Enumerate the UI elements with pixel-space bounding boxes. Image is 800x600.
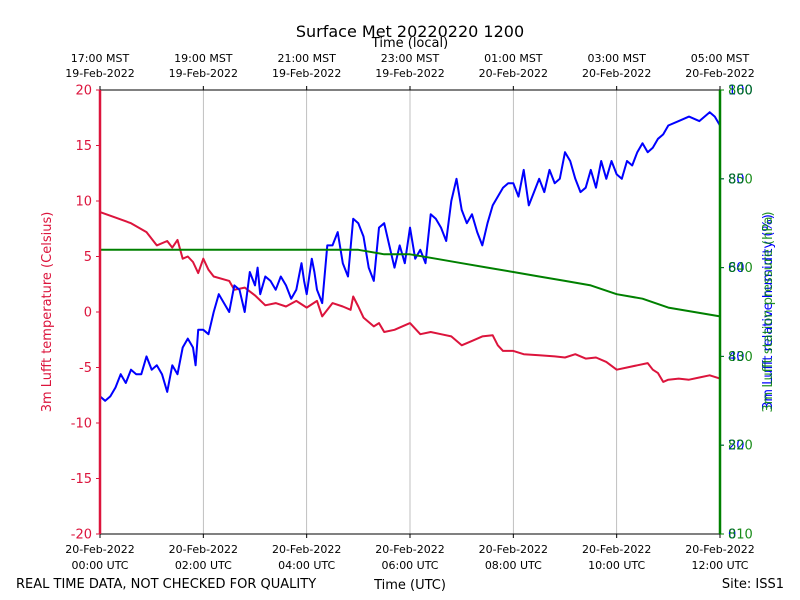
x-tick-label-time: 08:00 UTC <box>485 559 542 572</box>
x-tick-label-time: 12:00 UTC <box>691 559 748 572</box>
pressure-tick-label: 810 <box>728 528 753 543</box>
x-tick-label-time: 04:00 UTC <box>278 559 335 572</box>
top-x-tick-label-time: 03:00 MST <box>587 52 646 65</box>
humidity-tick-label: 60 <box>728 261 745 276</box>
humidity-tick-label: 80 <box>728 172 745 187</box>
top-x-tick-label-time: 01:00 MST <box>484 52 543 65</box>
x-tick-label-date: 20-Feb-2022 <box>375 543 444 556</box>
series-line-3m-lufft-station-pressure <box>100 248 721 318</box>
x-tick-label-time: 06:00 UTC <box>381 559 438 572</box>
chart-title: Surface Met 20220220 1200 <box>296 22 524 41</box>
x-tick-label-date: 20-Feb-2022 <box>685 543 754 556</box>
x-tick-label-time: 00:00 UTC <box>71 559 128 572</box>
quality-disclaimer: REAL TIME DATA, NOT CHECKED FOR QUALITY <box>16 577 316 592</box>
left-y-tick-label: -5 <box>79 361 92 376</box>
top-x-tick-label-time: 17:00 MST <box>71 52 130 65</box>
humidity-tick-label: 40 <box>728 350 745 365</box>
left-y-axis-label: 3m Lufft temperature (Celsius) <box>40 212 55 413</box>
left-y-tick-label: 15 <box>75 139 92 154</box>
humidity-tick-label: 20 <box>728 439 745 454</box>
x-tick-label-date: 20-Feb-2022 <box>65 543 134 556</box>
pressure-tick-label: 860 <box>728 84 753 99</box>
pressure-tick-label: 830 <box>728 350 753 365</box>
right-y-axis-label-humidity: 3m Lufft relative humidity (%) <box>761 214 776 410</box>
left-y-tick-label: 10 <box>75 195 92 210</box>
top-x-tick-label-date: 20-Feb-2022 <box>479 67 548 80</box>
left-y-tick-label: 20 <box>75 84 92 99</box>
series-layer <box>99 111 721 402</box>
site-label: Site: ISS1 <box>722 577 784 592</box>
x-tick-label-date: 20-Feb-2022 <box>169 543 238 556</box>
x-tick-label-date: 20-Feb-2022 <box>272 543 341 556</box>
series-line-3m-lufft-relative-humidity <box>99 111 721 402</box>
left-y-tick-label: -10 <box>71 417 92 432</box>
x-tick-label-date: 20-Feb-2022 <box>479 543 548 556</box>
top-x-tick-label-date: 20-Feb-2022 <box>582 67 651 80</box>
x-axis-ticks: 20-Feb-2022 00:00 UTC 20-Feb-2022 02:00 UTC… <box>65 534 755 572</box>
x-tick-label-time: 10:00 UTC <box>588 559 645 572</box>
right-y-axis-ticks: 0 20 40 60 80 100 810 820 830 840 850 860 <box>720 84 753 543</box>
top-x-axis-ticks: 17:00 MST 19-Feb-2022 19:00 MST 19-Feb-2022… <box>65 52 755 90</box>
top-x-tick-label-date: 19-Feb-2022 <box>169 67 238 80</box>
left-y-tick-label: 5 <box>84 250 92 265</box>
top-x-tick-label-date: 19-Feb-2022 <box>65 67 134 80</box>
top-x-tick-label-date: 19-Feb-2022 <box>272 67 341 80</box>
left-y-tick-label: -20 <box>71 528 92 543</box>
left-y-axis-ticks: -20 -15 -10 -5 0 5 10 15 20 <box>71 84 100 543</box>
top-x-tick-label-time: 23:00 MST <box>381 52 440 65</box>
pressure-tick-label: 840 <box>728 261 753 276</box>
x-tick-label-date: 20-Feb-2022 <box>582 543 651 556</box>
top-x-tick-label-date: 20-Feb-2022 <box>685 67 754 80</box>
humidity-tick-label: 100 <box>728 84 753 99</box>
pressure-tick-label: 850 <box>728 172 753 187</box>
pressure-tick-label: 820 <box>728 439 753 454</box>
humidity-tick-label: 0 <box>728 528 736 543</box>
left-y-tick-label: -15 <box>71 472 92 487</box>
top-x-tick-label-time: 05:00 MST <box>691 52 750 65</box>
top-x-tick-label-date: 19-Feb-2022 <box>375 67 444 80</box>
right-y-axis-label-pressure: 3m Lufft station pressure (hPa) <box>761 211 776 412</box>
top-x-tick-label-time: 21:00 MST <box>277 52 336 65</box>
left-y-tick-label: 0 <box>84 306 92 321</box>
grid-lines <box>202 90 618 534</box>
series-line-3m-lufft-temperature <box>99 211 721 383</box>
x-tick-label-time: 02:00 UTC <box>175 559 232 572</box>
top-x-axis-label: Time (local) <box>371 36 448 51</box>
x-axis-label: Time (UTC) <box>373 578 446 593</box>
top-x-tick-label-time: 19:00 MST <box>174 52 233 65</box>
